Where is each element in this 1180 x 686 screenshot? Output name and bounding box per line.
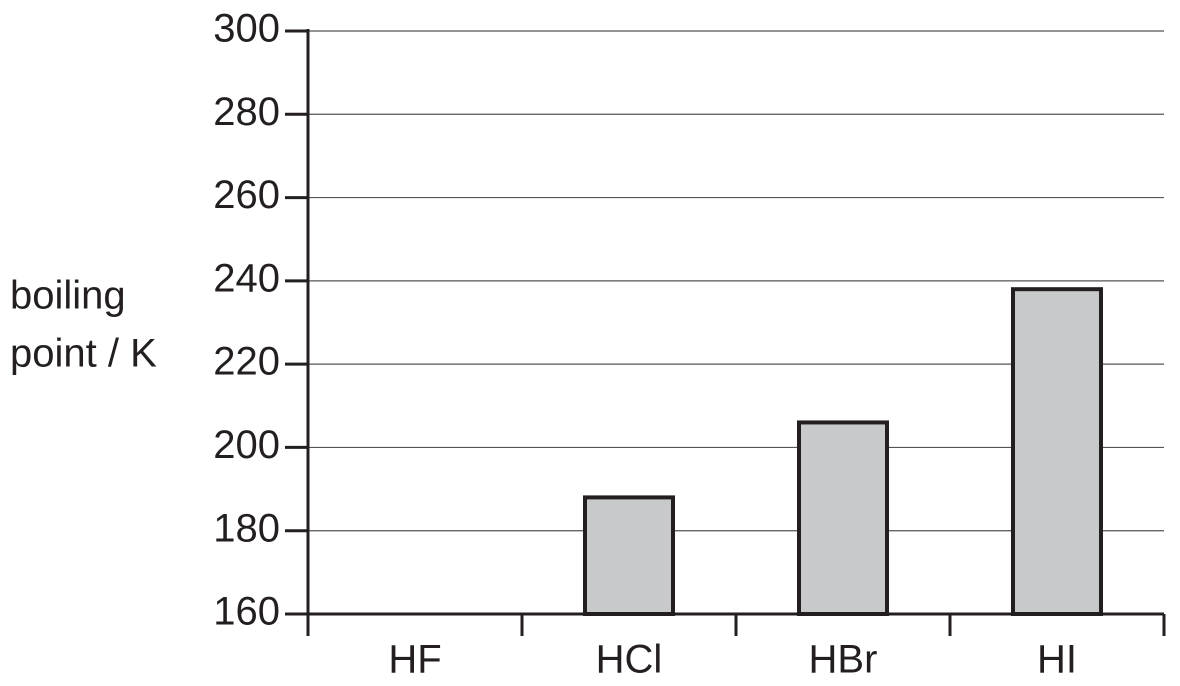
y-tick-label: 280: [213, 90, 280, 134]
y-tick-label: 200: [213, 423, 280, 467]
x-tick-label: HF: [388, 638, 441, 682]
x-tick-label: HI: [1037, 638, 1077, 682]
bar: [797, 420, 889, 617]
x-tick-label: HCl: [596, 638, 663, 682]
y-tick-label: 240: [213, 256, 280, 300]
y-axis-label: boiling: [10, 274, 126, 318]
y-tick-label: 160: [213, 590, 280, 634]
y-tick-label: 180: [213, 506, 280, 550]
y-axis-label: point / K: [10, 332, 157, 376]
bar: [1011, 287, 1103, 616]
bar: [583, 495, 675, 616]
y-tick-label: 300: [213, 7, 280, 51]
x-tick-label: HBr: [809, 638, 878, 682]
y-tick-label: 220: [213, 340, 280, 384]
y-tick-label: 260: [213, 173, 280, 217]
